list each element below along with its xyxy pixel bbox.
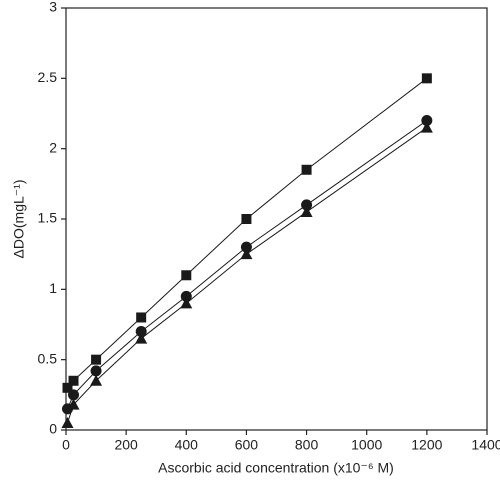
x-axis-label: Ascorbic acid concentration (x10⁻⁶ M): [158, 460, 394, 476]
triangle-marker: [135, 332, 148, 344]
triangle-marker: [67, 398, 80, 410]
y-tick-label: 3: [49, 0, 57, 15]
square-marker: [241, 214, 252, 224]
square-marker: [181, 270, 192, 281]
triangle-marker: [300, 205, 313, 217]
series-line: [67, 120, 428, 410]
square-marker: [91, 354, 102, 365]
circle-marker: [301, 199, 313, 211]
triangle-marker: [240, 248, 253, 260]
y-tick-label: 0: [49, 421, 57, 437]
x-tick-label: 400: [175, 437, 199, 453]
x-tick-label: 600: [235, 437, 259, 453]
x-tick-label: 1200: [411, 437, 442, 453]
y-tick-label: 0.5: [38, 350, 58, 366]
series-line: [67, 77, 428, 389]
x-tick-label: 1400: [471, 437, 500, 453]
circle-marker: [421, 115, 433, 127]
square-marker: [421, 73, 432, 84]
circle-marker: [180, 290, 192, 302]
triangle-marker: [90, 374, 103, 386]
circle-marker: [240, 241, 252, 253]
triangle-marker: [180, 297, 193, 309]
triangle-marker: [61, 416, 74, 428]
y-tick-label: 1.5: [38, 210, 58, 226]
x-tick-label: 200: [114, 437, 138, 453]
series-line: [67, 127, 428, 424]
y-tick-label: 2: [49, 139, 57, 155]
x-tick-label: 800: [295, 437, 319, 453]
circle-marker: [68, 389, 80, 401]
plot-frame: [65, 7, 488, 431]
circle-marker: [135, 326, 147, 338]
square-marker: [301, 164, 312, 175]
x-tick-label: 1000: [351, 437, 382, 453]
circle-marker: [90, 365, 102, 377]
square-marker: [136, 312, 147, 323]
y-axis-label: ΔDO(mgL⁻¹): [11, 180, 27, 259]
square-marker: [62, 382, 73, 393]
y-tick-label: 1: [49, 280, 57, 296]
x-tick-label: 0: [62, 437, 70, 453]
triangle-marker: [420, 121, 433, 133]
y-tick-label: 2.5: [38, 69, 58, 85]
square-marker: [68, 375, 79, 386]
